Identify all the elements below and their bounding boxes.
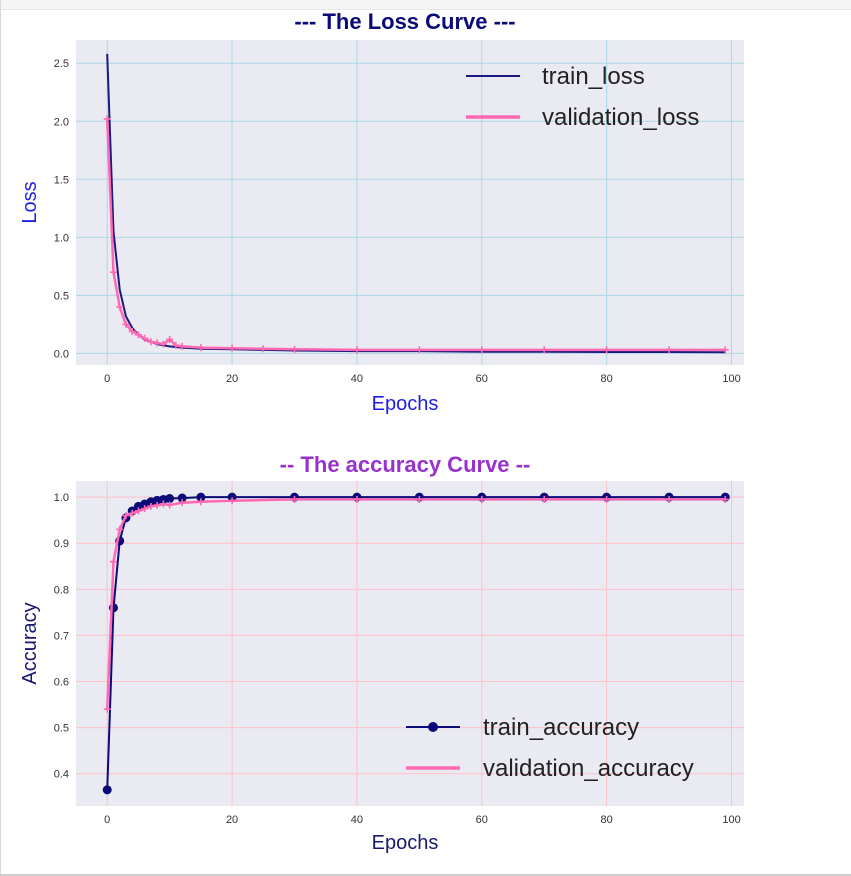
chart2-validation_accuracy-point-1 [109, 558, 117, 566]
chart1-validation_loss-point-3 [122, 320, 130, 328]
chart2-validation_accuracy-point-6 [141, 505, 149, 513]
chart2-validation_accuracy-point-13 [228, 497, 236, 505]
chart1-validation_loss-point-15 [259, 345, 267, 353]
chart2-y-tick-label-2: 0.6 [54, 677, 69, 689]
chart1-validation_loss-point-5 [134, 331, 142, 339]
chart1-y-tick-label-4: 2.0 [54, 116, 69, 128]
chart1-x-axis-label: Epochs [372, 393, 439, 415]
chart1-legend: train_loss validation_loss [466, 63, 699, 131]
chart1-validation_loss-point-21 [603, 346, 611, 354]
chart2-legend: train_accuracy validation_accuracy [406, 714, 694, 782]
chart1-validation_loss-point-11 [172, 341, 180, 349]
chart2-validation_accuracy-point-3 [122, 512, 130, 520]
chart2-x-tick-label-1: 20 [226, 814, 238, 826]
chart1-validation_loss-point-10 [166, 335, 174, 343]
chart2-train_accuracy-point-0 [102, 785, 112, 795]
chart2-train_accuracy-point-13 [227, 492, 237, 502]
chart1-validation_loss-point-22 [665, 346, 673, 354]
chart1-validation_loss-point-17 [353, 346, 361, 354]
chart1-validation_loss-point-0 [103, 115, 111, 123]
chart1-validation_loss-point-4 [128, 327, 136, 335]
chart2-x-axis-label: Epochs [372, 832, 439, 854]
chart2-validation_accuracy-point-2 [116, 525, 124, 533]
chart1-validation_loss-point-23 [721, 346, 729, 354]
chart2-validation_accuracy-point-9 [159, 500, 167, 508]
chart2-validation_accuracy-point-8 [153, 501, 161, 509]
chart2-validation_accuracy-point-7 [147, 502, 155, 510]
chart1-y-tick-label-2: 1.0 [54, 232, 69, 244]
chart1-validation_loss-point-20 [540, 346, 548, 354]
chart1-validation_loss-point-18 [415, 346, 423, 354]
chart1-group: 0 20 40 60 80 100 0.0 0.5 1.0 1.5 2.0 2.5 --- The Lo… [19, 9, 744, 415]
chart2-y-tick-label-3: 0.7 [54, 630, 69, 642]
chart1-y-tick-label-3: 1.5 [54, 174, 69, 186]
chart2-y-tick-label-0: 0.4 [54, 769, 69, 781]
chart2-legend-label-validation_accuracy: validation_accuracy [483, 755, 694, 782]
chart1-x-tick-label-2: 40 [351, 373, 363, 385]
chart2-validation_accuracy-point-20 [665, 495, 673, 503]
chart2-validation_accuracy-point-21 [721, 495, 729, 503]
chart1-x-tick-label-5: 100 [722, 373, 740, 385]
chart1-y-tick-label-0: 0.0 [54, 348, 69, 360]
chart1-plot-area [76, 40, 744, 365]
chart1-x-tick-label-4: 80 [601, 373, 613, 385]
chart2-group: 0 20 40 60 80 100 0.4 0.5 0.6 0.7 0.8 0.9 1.0 -- The … [19, 452, 744, 854]
chart2-validation_accuracy-point-4 [128, 509, 136, 517]
chart1-y-tick-label-5: 2.5 [54, 58, 69, 70]
chart1-validation_loss-point-8 [153, 339, 161, 347]
chart1-x-tick-label-3: 60 [476, 373, 488, 385]
chart1-validation_loss-point-14 [228, 344, 236, 352]
chart1-validation_loss-point-16 [291, 345, 299, 353]
chart2-y-tick-label-6: 1.0 [54, 492, 69, 504]
chart1-validation_loss-point-2 [116, 303, 124, 311]
chart1-validation_loss-point-12 [178, 342, 186, 350]
chart2-train_accuracy-point-12 [196, 492, 206, 502]
chart1-validation_loss-point-6 [141, 334, 149, 342]
chart1-validation_loss-point-13 [197, 344, 205, 352]
chart2-validation_accuracy-point-17 [478, 495, 486, 503]
chart2-validation_accuracy-point-14 [291, 495, 299, 503]
chart2-x-tick-label-3: 60 [476, 814, 488, 826]
chart2-y-tick-label-1: 0.5 [54, 723, 69, 735]
chart1-x-tick-label-0: 0 [104, 373, 110, 385]
chart2-x-tick-label-4: 80 [601, 814, 613, 826]
chart2-x-tick-label-5: 100 [722, 814, 740, 826]
chart2-validation_accuracy-point-0 [103, 705, 111, 713]
chart1-y-tick-label-1: 0.5 [54, 290, 69, 302]
chart2-y-tick-label-4: 0.8 [54, 584, 69, 596]
chart2-y-tick-label-5: 0.9 [54, 538, 69, 550]
chart1-validation_loss-point-7 [147, 338, 155, 346]
chart2-validation_accuracy-point-16 [415, 495, 423, 503]
chart2-validation_accuracy-point-19 [603, 495, 611, 503]
chart2-title: -- The accuracy Curve -- [280, 452, 531, 477]
chart1-validation_loss-point-9 [159, 340, 167, 348]
chart2-validation_accuracy-point-11 [178, 499, 186, 507]
chart2-train_accuracy-point-11 [177, 493, 187, 503]
chart2-validation_accuracy-point-10 [166, 501, 174, 509]
chart1-legend-label-train_loss: train_loss [542, 63, 645, 90]
chart2-validation_accuracy-point-5 [134, 507, 142, 515]
chart1-legend-label-validation_loss: validation_loss [542, 104, 699, 131]
chart2-plot-area [76, 481, 744, 806]
chart1-title: --- The Loss Curve --- [294, 9, 515, 34]
chart2-legend-marker-train_accuracy [428, 722, 438, 732]
chart2-series-line-validation_accuracy [105, 498, 726, 710]
chart2-legend-label-train_accuracy: train_accuracy [483, 714, 639, 741]
chart2-y-axis-label: Accuracy [19, 602, 41, 684]
chart1-validation_loss-point-19 [478, 346, 486, 354]
output-left-border [0, 0, 1, 876]
chart1-y-axis-label: Loss [19, 181, 41, 223]
output-bottom-border [0, 874, 851, 876]
chart2-validation_accuracy-point-18 [540, 495, 548, 503]
chart2-validation_accuracy-point-15 [353, 495, 361, 503]
chart2-train_accuracy-point-10 [165, 494, 175, 504]
output-top-bar [0, 0, 851, 10]
chart1-validation_loss-point-1 [109, 268, 117, 276]
chart2-validation_accuracy-point-12 [197, 498, 205, 506]
chart1-x-tick-label-1: 20 [226, 373, 238, 385]
chart2-x-tick-label-0: 0 [104, 814, 110, 826]
chart2-x-tick-label-2: 40 [351, 814, 363, 826]
